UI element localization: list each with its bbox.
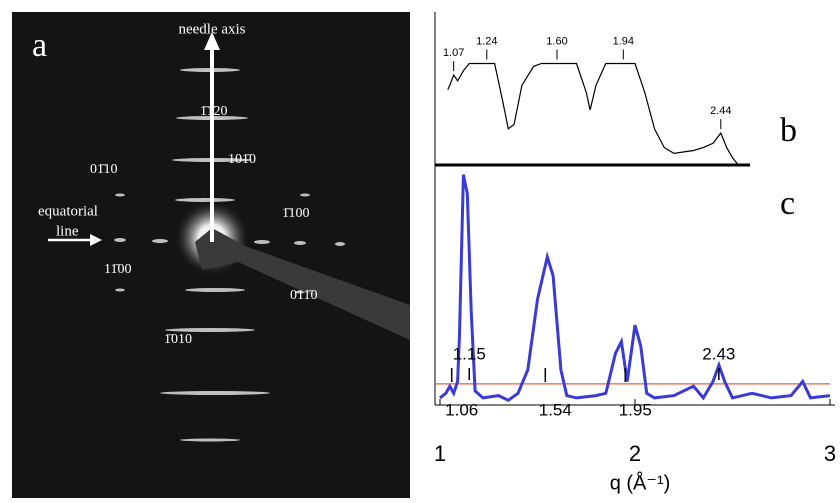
reflection-label: 101̄0 <box>228 152 256 167</box>
panel-a: a needle axis equatorial line 1̄1̄20 101… <box>12 12 410 498</box>
curve <box>447 62 739 166</box>
beam-stop <box>195 228 410 340</box>
x-tick-label: 1 <box>434 441 446 466</box>
peak-label: 2.43 <box>702 344 735 363</box>
panel-letter: a <box>32 27 47 64</box>
peak-label: 1.60 <box>546 35 567 47</box>
reflection-label: 11̄00 <box>104 262 131 277</box>
peak-label: 1.95 <box>619 400 652 419</box>
curve <box>439 174 831 403</box>
panel-letter: c <box>780 185 795 222</box>
peak-label: 2.44 <box>710 105 731 117</box>
x-axis-label: q (Å⁻¹) <box>610 471 671 494</box>
plots: 1.07 1.24 1.60 1.94 2.44 1.15 2.43 1.06 1.54 1.95… <box>434 12 836 494</box>
peak-label: 1.24 <box>476 35 497 47</box>
panel-letter: b <box>780 112 797 149</box>
x-tick-label: 2 <box>629 441 641 466</box>
reflection-label: 011̄0 <box>290 288 317 303</box>
peak-label: 1.54 <box>539 400 572 419</box>
peak-label: 1.15 <box>453 344 486 363</box>
axis-label: needle axis <box>178 21 245 37</box>
peak-label: 1.07 <box>443 47 464 59</box>
equatorial-label: line <box>56 223 79 239</box>
peak-label: 1.06 <box>445 400 478 419</box>
reflection-label: 1̄010 <box>164 332 192 347</box>
diffraction-spots <box>114 68 345 442</box>
reflection-label: 01̄10 <box>90 162 117 177</box>
equatorial-label: equatorial <box>38 203 98 219</box>
reflection-label: 1̄100 <box>282 206 309 221</box>
reflection-label: 1̄1̄20 <box>200 104 227 119</box>
x-tick-label: 3 <box>824 441 836 466</box>
peak-label: 1.94 <box>613 35 634 47</box>
